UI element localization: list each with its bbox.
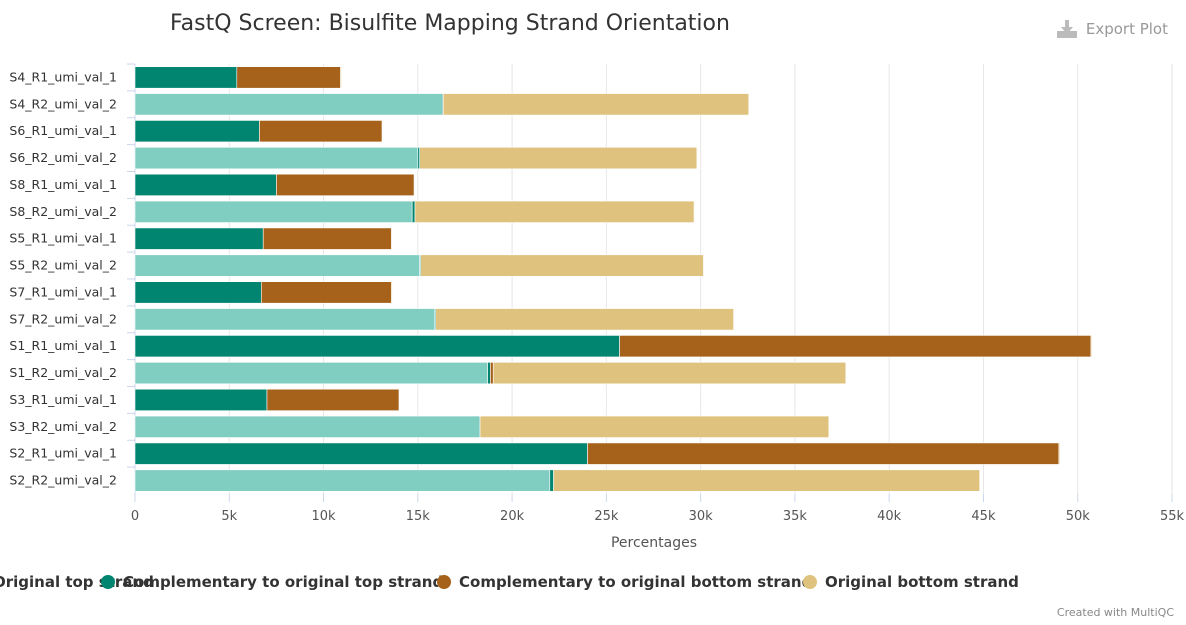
bar-segment[interactable] — [134, 335, 620, 358]
download-icon — [1056, 20, 1077, 38]
bar-segment[interactable] — [259, 120, 383, 143]
bar-segment[interactable] — [487, 362, 491, 385]
x-tick-label: 35k — [783, 509, 808, 524]
bar-segment[interactable] — [1058, 442, 1061, 465]
legend-item-label[interactable]: Complementary to original top strand — [123, 573, 443, 591]
bar-segment[interactable] — [134, 173, 277, 196]
bar-segment[interactable] — [411, 200, 416, 223]
x-tick-label: 45k — [971, 509, 996, 524]
bar-segment[interactable] — [134, 442, 588, 465]
legend-item-label[interactable]: Original top strand — [0, 573, 154, 591]
category-label: S5_R2_umi_val_2 — [9, 258, 117, 273]
x-tick-label: 25k — [594, 509, 619, 524]
bar-segment[interactable] — [553, 469, 980, 492]
bar-segment[interactable] — [134, 120, 260, 143]
bar-segment[interactable] — [134, 415, 481, 438]
legend-marker[interactable] — [101, 575, 115, 589]
category-label: S1_R1_umi_val_1 — [9, 338, 117, 353]
bars-group — [134, 66, 1093, 492]
x-tick-label: 20k — [500, 509, 525, 524]
credit-text: Created with MultiQC — [1056, 606, 1174, 619]
x-tick-label: 50k — [1066, 509, 1091, 524]
legend-item-label[interactable]: Complementary to original bottom strand — [459, 573, 812, 591]
bar-segment[interactable] — [479, 415, 830, 438]
chart-title: FastQ Screen: Bisulfite Mapping Strand O… — [170, 11, 730, 36]
category-label: S7_R2_umi_val_2 — [9, 311, 117, 326]
bar-segment[interactable] — [442, 93, 750, 116]
bar-segment[interactable] — [276, 173, 415, 196]
x-tick-label: 15k — [406, 509, 431, 524]
bar-segment[interactable] — [134, 227, 264, 250]
export-plot-button[interactable]: Export Plot — [1056, 18, 1168, 40]
bar-segment[interactable] — [266, 388, 400, 411]
category-label: S7_R1_umi_val_1 — [9, 284, 117, 299]
bar-segment[interactable] — [420, 254, 704, 277]
category-label: S3_R2_umi_val_2 — [9, 419, 117, 434]
category-label: S3_R1_umi_val_1 — [9, 392, 117, 407]
bar-segment[interactable] — [340, 66, 342, 89]
bar-segment[interactable] — [419, 147, 698, 170]
export-plot-label: Export Plot — [1085, 20, 1168, 38]
legend-marker[interactable] — [803, 575, 817, 589]
x-tick-label: 5k — [221, 509, 237, 524]
x-axis-title: Percentages — [611, 535, 697, 551]
x-tick-label: 10k — [312, 509, 337, 524]
bar-segment[interactable] — [549, 469, 554, 492]
category-label: S8_R1_umi_val_1 — [9, 177, 117, 192]
category-label: S4_R1_umi_val_1 — [9, 69, 117, 84]
bar-segment[interactable] — [236, 66, 341, 89]
category-labels: S4_R1_umi_val_1 S4_R2_umi_val_2 S6_R1_umi_… — [9, 69, 117, 487]
category-label: S2_R2_umi_val_2 — [9, 473, 117, 488]
category-label: S6_R1_umi_val_1 — [9, 123, 117, 138]
bar-segment[interactable] — [1090, 335, 1093, 358]
bar-segment[interactable] — [134, 308, 436, 331]
bar-segment[interactable] — [134, 147, 419, 170]
bar-segment[interactable] — [435, 308, 734, 331]
bar-segment[interactable] — [262, 227, 392, 250]
bar-segment[interactable] — [134, 388, 268, 411]
bar-segment[interactable] — [587, 442, 1060, 465]
bar-segment[interactable] — [391, 281, 393, 304]
category-label: S2_R1_umi_val_1 — [9, 446, 117, 461]
category-label: S8_R2_umi_val_2 — [9, 204, 117, 219]
category-label: S5_R1_umi_val_1 — [9, 231, 117, 246]
x-tick-label: 30k — [689, 509, 714, 524]
bar-segment[interactable] — [414, 200, 695, 223]
bar-segment[interactable] — [619, 335, 1092, 358]
bar-segment[interactable] — [134, 469, 551, 492]
bar-segment[interactable] — [134, 93, 443, 116]
bar-segment[interactable] — [134, 254, 421, 277]
bar-segment[interactable] — [261, 281, 392, 304]
legend-marker[interactable] — [437, 575, 451, 589]
bar-segment[interactable] — [490, 362, 494, 385]
bar-segment[interactable] — [134, 281, 262, 304]
category-label: S4_R2_umi_val_2 — [9, 96, 117, 111]
bar-segment[interactable] — [134, 362, 488, 385]
legend-item-label[interactable]: Original bottom strand — [825, 573, 1019, 591]
bar-segment[interactable] — [134, 200, 413, 223]
bar-segment[interactable] — [134, 66, 238, 89]
category-label: S6_R2_umi_val_2 — [9, 150, 117, 165]
x-tick-label: 0 — [131, 509, 139, 524]
x-tick-label: 55k — [1160, 509, 1185, 524]
x-tick-labels: 0 5k 10k 15k 20k 25k 30k 35k 40k 45k 50k 55k — [131, 509, 1185, 524]
category-label: S1_R2_umi_val_2 — [9, 365, 117, 380]
x-tick-label: 40k — [877, 509, 902, 524]
bar-segment[interactable] — [492, 362, 847, 385]
